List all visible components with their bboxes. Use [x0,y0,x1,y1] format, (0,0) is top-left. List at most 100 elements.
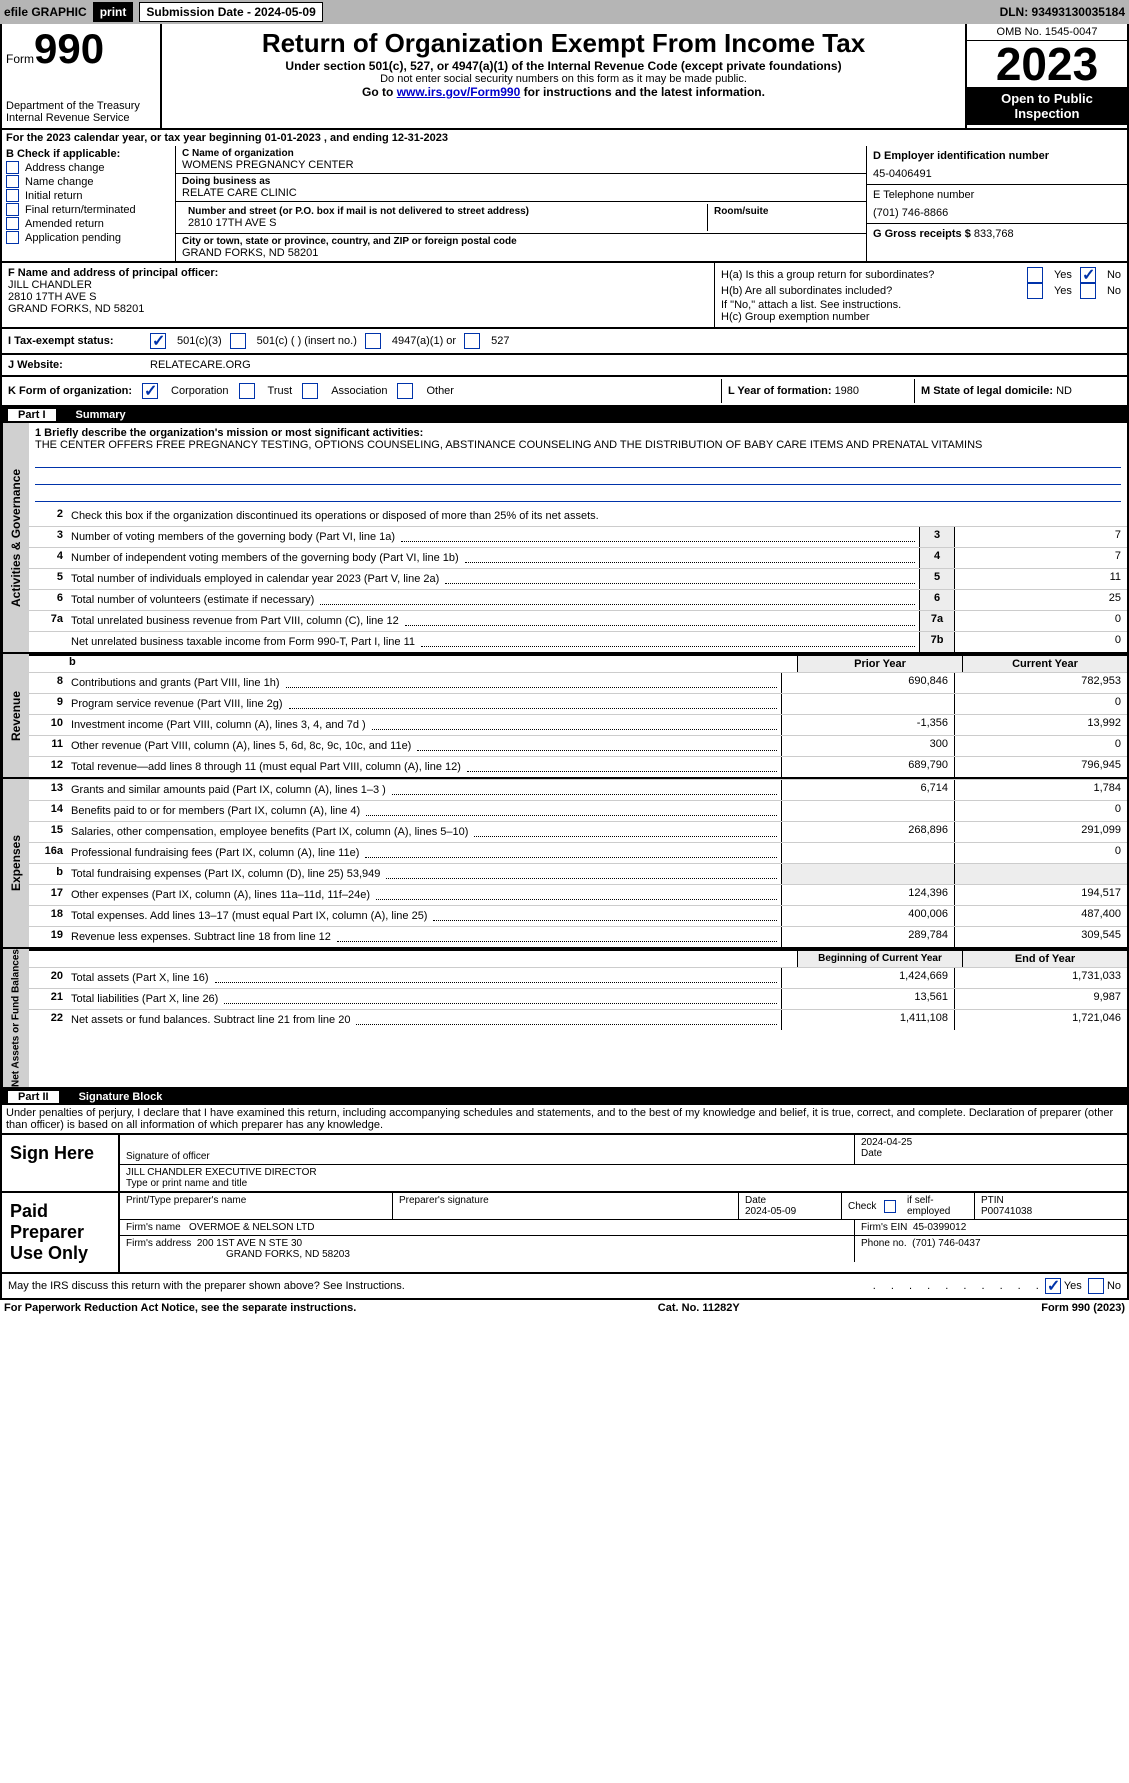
other-checkbox[interactable] [397,383,413,399]
form-title: Return of Organization Exempt From Incom… [170,28,957,59]
corp-label: Corporation [171,385,228,397]
trust-label: Trust [268,385,293,397]
501c-checkbox[interactable] [230,333,246,349]
sign-here-block: Sign Here Signature of officer 2024-04-2… [0,1135,1129,1193]
summary-line: 12 Total revenue—add lines 8 through 11 … [29,756,1127,777]
line2-text: Check this box if the organization disco… [71,510,599,522]
line-desc: Program service revenue (Part VIII, line… [67,694,781,714]
ha-no-checkbox[interactable] [1080,267,1096,283]
hc-label: H(c) Group exemption number [721,311,1121,323]
assoc-checkbox[interactable] [302,383,318,399]
phone-label: E Telephone number [873,189,1121,201]
sig-officer-label: Signature of officer [126,1151,848,1162]
summary-line: b Total fundraising expenses (Part IX, c… [29,863,1127,884]
501c3-checkbox[interactable] [150,333,166,349]
assoc-label: Association [331,385,387,397]
ptin-label: PTIN [981,1195,1121,1206]
irs-link[interactable]: www.irs.gov/Form990 [397,85,521,99]
discuss-no-checkbox[interactable] [1088,1278,1104,1294]
line-desc: Total assets (Part X, line 16) [67,968,781,988]
firm-phone: (701) 746-0437 [912,1238,980,1249]
app-pending-checkbox[interactable] [6,231,19,244]
tax-exempt-row: I Tax-exempt status: 501(c)(3) 501(c) ( … [0,329,1129,355]
org-name-label: C Name of organization [182,148,860,159]
form-org-row: K Form of organization: Corporation Trus… [0,377,1129,407]
pdate: 2024-05-09 [745,1206,835,1217]
name-change-checkbox[interactable] [6,175,19,188]
part1-num: Part I [8,409,56,421]
discuss-yes-checkbox[interactable] [1045,1278,1061,1294]
line-cellnum: 3 [919,527,954,547]
dba-label: Doing business as [182,176,860,187]
summary-line: 17 Other expenses (Part IX, column (A), … [29,884,1127,905]
addr-change-checkbox[interactable] [6,161,19,174]
hb-yes-checkbox[interactable] [1027,283,1043,299]
current-val: 1,784 [954,780,1127,800]
sign-here-label: Sign Here [2,1135,120,1191]
summary-line: 7a Total unrelated business revenue from… [29,610,1127,631]
final-return-checkbox[interactable] [6,203,19,216]
amended-return-checkbox[interactable] [6,217,19,230]
mission-underline [35,451,1121,468]
dba-value: RELATE CARE CLINIC [182,187,860,199]
527-checkbox[interactable] [464,333,480,349]
current-val: 0 [954,843,1127,863]
goto-prefix: Go to [362,85,397,99]
line-num: 9 [29,694,67,714]
prior-val [781,864,954,884]
addr-change-label: Address change [25,162,105,174]
line-cellnum: 4 [919,548,954,568]
part1-header: Part I Summary [0,407,1129,423]
revenue-section: Revenue b Prior Year Current Year 8 Cont… [0,654,1129,779]
period-text: For the 2023 calendar year, or tax year … [6,132,448,144]
line-cellnum: 7b [919,632,954,652]
initial-return-checkbox[interactable] [6,189,19,202]
current-val [954,864,1127,884]
current-val: 291,099 [954,822,1127,842]
current-val: 782,953 [954,673,1127,693]
ptin: P00741038 [981,1206,1121,1217]
current-val: 309,545 [954,927,1127,947]
ha-label: H(a) Is this a group return for subordin… [721,269,1019,281]
summary-line: 9 Program service revenue (Part VIII, li… [29,693,1127,714]
corp-checkbox[interactable] [142,383,158,399]
gross-label: G Gross receipts $ [873,228,971,240]
exp-tab: Expenses [2,779,29,947]
city-label: City or town, state or province, country… [182,236,860,247]
jurat-text: Under penalties of perjury, I declare th… [0,1105,1129,1135]
4947-checkbox[interactable] [365,333,381,349]
mission-underline [35,485,1121,502]
part1-title: Summary [76,409,126,421]
officer-h-row: F Name and address of principal officer:… [0,263,1129,329]
line-num: 15 [29,822,67,842]
firm-addr2: GRAND FORKS, ND 58203 [126,1249,350,1260]
line-desc: Total expenses. Add lines 13–17 (must eq… [67,906,781,926]
4947-label: 4947(a)(1) or [392,335,456,347]
firm-addr1: 200 1ST AVE N STE 30 [197,1238,302,1249]
ha-yes-checkbox[interactable] [1027,267,1043,283]
spacer [29,951,797,967]
line-val: 25 [954,590,1127,610]
firm-phone-label: Phone no. [861,1238,907,1249]
self-emp-checkbox[interactable] [884,1200,896,1213]
line-desc: Total number of volunteers (estimate if … [67,590,919,610]
hb-no-checkbox[interactable] [1080,283,1096,299]
line1-label: 1 Briefly describe the organization's mi… [35,427,1121,439]
trust-checkbox[interactable] [239,383,255,399]
summary-line: 3 Number of voting members of the govern… [29,526,1127,547]
line-val: 7 [954,527,1127,547]
prior-val: 1,411,108 [781,1010,954,1030]
officer-city: GRAND FORKS, ND 58201 [8,303,708,315]
line-num: 14 [29,801,67,821]
line-num: 13 [29,780,67,800]
no-label: No [1107,269,1121,281]
print-button[interactable]: print [93,2,134,22]
line-num: 21 [29,989,67,1009]
hb-note: If "No," attach a list. See instructions… [721,299,1121,311]
form-footer: Form 990 (2023) [1041,1302,1125,1314]
dept-irs: Internal Revenue Service [6,112,156,124]
line-num: 10 [29,715,67,735]
fein: 45-0399012 [913,1222,966,1233]
yes-label3: Yes [1064,1280,1082,1292]
discuss-text: May the IRS discuss this return with the… [8,1280,873,1292]
